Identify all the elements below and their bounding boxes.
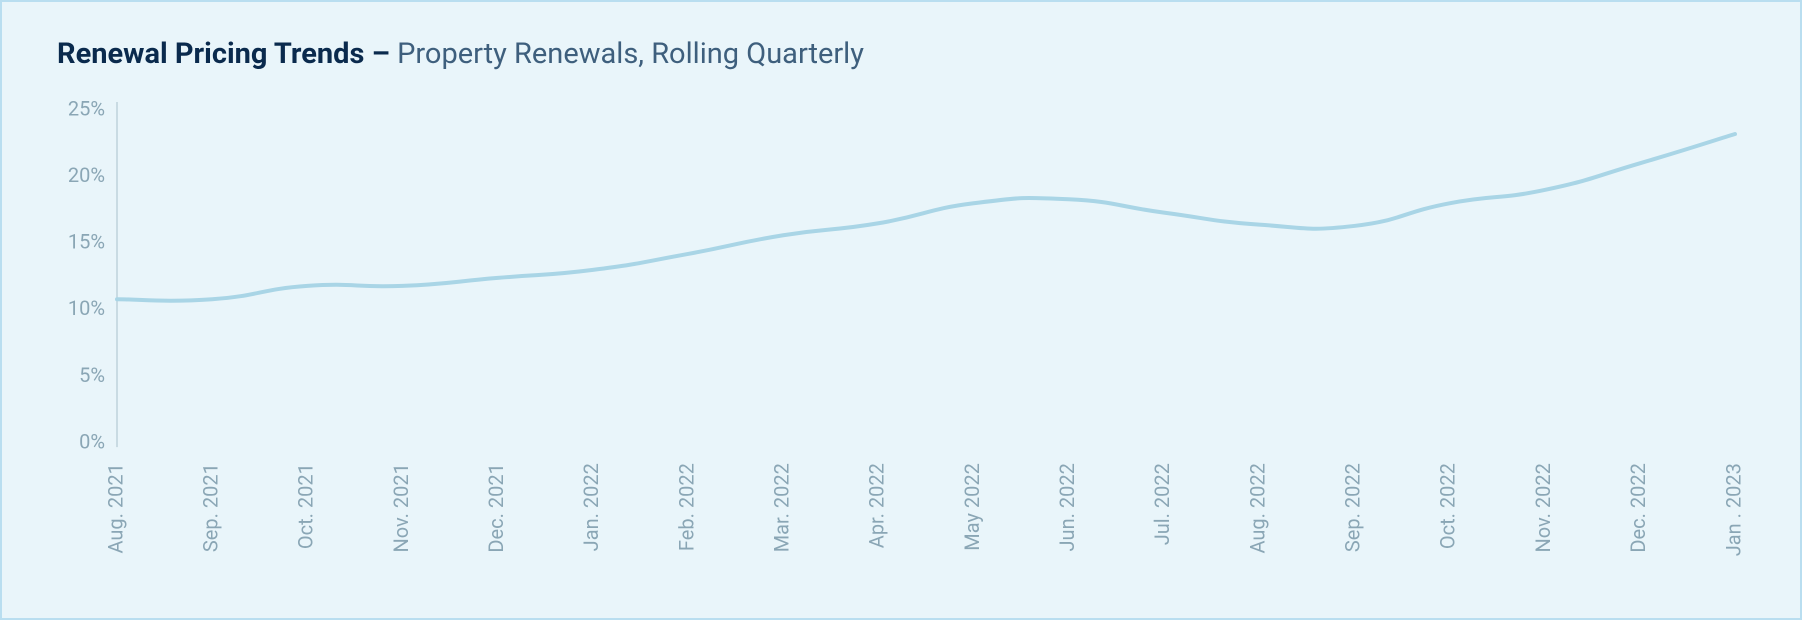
- x-tick-label: Dec. 2021: [484, 463, 508, 552]
- x-tick-label: Dec. 2022: [1626, 463, 1650, 552]
- x-tick-label: Feb. 2022: [674, 463, 698, 551]
- y-tick-label: 15%: [68, 229, 105, 253]
- x-tick-label: Sep. 2021: [198, 463, 222, 552]
- chart-title-light: Property Renewals, Rolling Quarterly: [390, 37, 864, 71]
- y-tick-label: 20%: [68, 163, 105, 187]
- y-tick-label: 5%: [79, 363, 105, 387]
- x-tick-label: Jan. 2022: [579, 463, 603, 551]
- x-tick-label: Sep. 2022: [1341, 463, 1365, 552]
- y-tick-label: 0%: [79, 429, 105, 453]
- y-tick-label: 25%: [68, 96, 105, 120]
- x-tick-label: Oct. 2022: [1436, 463, 1460, 549]
- x-tick-label: May 2022: [960, 463, 984, 551]
- x-tick-label: Apr. 2022: [865, 463, 889, 548]
- x-tick-label: Jun. 2022: [1055, 463, 1079, 551]
- line-chart: 0% 5% 10% 15% 20% 25% Aug. 2021 Sep. 2021 Oct. 2…: [57, 92, 1745, 593]
- x-tick-label: Aug. 2021: [103, 463, 127, 553]
- x-tick-label: Aug. 2022: [1245, 463, 1269, 553]
- x-tick-label: Nov. 2022: [1531, 463, 1555, 552]
- chart-title-bold: Renewal Pricing Trends –: [57, 37, 390, 71]
- x-tick-label: Nov. 2021: [389, 463, 413, 552]
- trend-line: [117, 134, 1735, 301]
- x-tick-label: Jul. 2022: [1150, 463, 1174, 545]
- x-tick-label: Mar. 2022: [770, 463, 794, 552]
- y-tick-label: 10%: [68, 296, 105, 320]
- chart-card: Renewal Pricing Trends – Property Renewa…: [0, 0, 1802, 620]
- x-tick-label: Jan . 2023: [1721, 463, 1745, 556]
- chart-title: Renewal Pricing Trends – Property Renewa…: [57, 37, 1745, 72]
- chart-plot-area: 0% 5% 10% 15% 20% 25% Aug. 2021 Sep. 2021 Oct. 2…: [57, 92, 1745, 593]
- x-tick-label: Oct. 2021: [294, 463, 318, 549]
